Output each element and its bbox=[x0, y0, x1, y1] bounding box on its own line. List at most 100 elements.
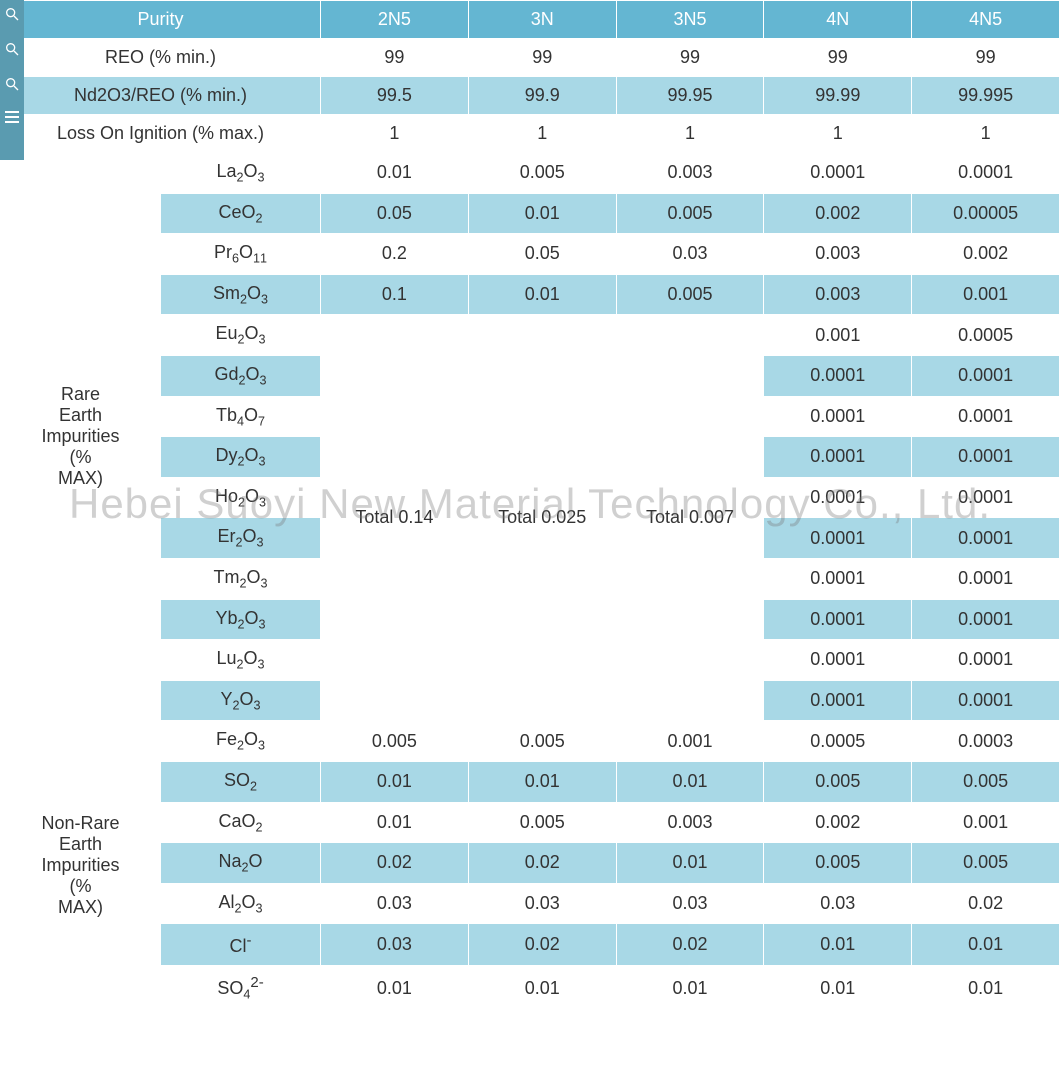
compound-label: Dy2O3 bbox=[161, 437, 321, 478]
cell: 0.0001 bbox=[764, 680, 912, 721]
cell: 0.0001 bbox=[912, 355, 1060, 396]
cell: 0.01 bbox=[321, 153, 469, 194]
cell: 0.01 bbox=[616, 761, 764, 802]
row-label: REO (% min.) bbox=[1, 39, 321, 77]
col-purity: Purity bbox=[1, 1, 321, 39]
cell: 0.002 bbox=[912, 234, 1060, 275]
table-row: Nd2O3/REO (% min.)99.599.999.9599.9999.9… bbox=[1, 77, 1060, 115]
search-icon[interactable] bbox=[4, 41, 20, 62]
cell: 1 bbox=[321, 115, 469, 153]
cell: 0.0001 bbox=[764, 518, 912, 559]
cell: 99 bbox=[912, 39, 1060, 77]
cell: 0.0001 bbox=[764, 558, 912, 599]
cell: 0.05 bbox=[321, 193, 469, 234]
table-row: Non-RareEarthImpurities(%MAX)Fe2O30.0050… bbox=[1, 721, 1060, 762]
cell: 0.01 bbox=[468, 193, 616, 234]
cell: 0.0001 bbox=[764, 355, 912, 396]
cell: 0.0001 bbox=[912, 437, 1060, 478]
cell: 99.5 bbox=[321, 77, 469, 115]
cell: 0.002 bbox=[764, 193, 912, 234]
cell: 99 bbox=[321, 39, 469, 77]
cell: 0.01 bbox=[468, 966, 616, 1011]
compound-label: CaO2 bbox=[161, 802, 321, 843]
search-icon[interactable] bbox=[4, 6, 20, 27]
search-icon[interactable] bbox=[4, 76, 20, 97]
compound-label: Fe2O3 bbox=[161, 721, 321, 762]
compound-label: Tb4O7 bbox=[161, 396, 321, 437]
left-toolbar bbox=[0, 0, 24, 160]
cell: 0.01 bbox=[321, 802, 469, 843]
row-label: Loss On Ignition (% max.) bbox=[1, 115, 321, 153]
cell: 0.005 bbox=[321, 721, 469, 762]
cell: 99 bbox=[468, 39, 616, 77]
cell: 0.03 bbox=[764, 883, 912, 924]
cell: 0.03 bbox=[468, 883, 616, 924]
compound-label: Lu2O3 bbox=[161, 640, 321, 681]
cell: 0.002 bbox=[764, 802, 912, 843]
spec-table: Purity2N53N3N54N4N5REO (% min.)999999999… bbox=[0, 0, 1060, 1011]
group-label-rare-earth: RareEarthImpurities(%MAX) bbox=[1, 153, 161, 721]
cell: 0.0001 bbox=[912, 680, 1060, 721]
cell: 0.03 bbox=[616, 883, 764, 924]
row-label: Nd2O3/REO (% min.) bbox=[1, 77, 321, 115]
compound-label: Y2O3 bbox=[161, 680, 321, 721]
cell: 0.03 bbox=[616, 234, 764, 275]
cell: 0.003 bbox=[764, 274, 912, 315]
cell: 99.9 bbox=[468, 77, 616, 115]
cell: 0.005 bbox=[616, 193, 764, 234]
cell: 0.01 bbox=[468, 274, 616, 315]
compound-label: Gd2O3 bbox=[161, 355, 321, 396]
cell: 0.005 bbox=[468, 153, 616, 194]
cell: 0.0005 bbox=[764, 721, 912, 762]
cell: 1 bbox=[764, 115, 912, 153]
cell: 1 bbox=[616, 115, 764, 153]
cell: 0.02 bbox=[321, 843, 469, 884]
cell: 0.0001 bbox=[912, 599, 1060, 640]
cell: 0.00005 bbox=[912, 193, 1060, 234]
compound-label: Yb2O3 bbox=[161, 599, 321, 640]
total-cell: Total 0.025 bbox=[468, 315, 616, 721]
compound-label: SO42- bbox=[161, 966, 321, 1011]
cell: 0.003 bbox=[764, 234, 912, 275]
cell: 0.01 bbox=[764, 966, 912, 1011]
compound-label: Pr6O11 bbox=[161, 234, 321, 275]
compound-label: Sm2O3 bbox=[161, 274, 321, 315]
cell: 0.0001 bbox=[764, 437, 912, 478]
cell: 0.0003 bbox=[912, 721, 1060, 762]
compound-label: SO2 bbox=[161, 761, 321, 802]
cell: 0.02 bbox=[912, 883, 1060, 924]
total-cell: Total 0.14 bbox=[321, 315, 469, 721]
col-head: 3N bbox=[468, 1, 616, 39]
compound-label: Al2O3 bbox=[161, 883, 321, 924]
cell: 0.005 bbox=[764, 843, 912, 884]
cell: 0.1 bbox=[321, 274, 469, 315]
header-row: Purity2N53N3N54N4N5 bbox=[1, 1, 1060, 39]
cell: 1 bbox=[468, 115, 616, 153]
cell: 0.0001 bbox=[764, 153, 912, 194]
cell: 0.0001 bbox=[764, 396, 912, 437]
cell: 0.0001 bbox=[912, 518, 1060, 559]
col-head: 3N5 bbox=[616, 1, 764, 39]
cell: 99.95 bbox=[616, 77, 764, 115]
cell: 0.01 bbox=[468, 761, 616, 802]
col-head: 2N5 bbox=[321, 1, 469, 39]
cell: 0.005 bbox=[764, 761, 912, 802]
cell: 0.01 bbox=[912, 966, 1060, 1011]
total-cell: Total 0.007 bbox=[616, 315, 764, 721]
table-row: Loss On Ignition (% max.)11111 bbox=[1, 115, 1060, 153]
cell: 0.01 bbox=[321, 966, 469, 1011]
cell: 0.0001 bbox=[912, 640, 1060, 681]
compound-label: La2O3 bbox=[161, 153, 321, 194]
cell: 99.99 bbox=[764, 77, 912, 115]
cell: 0.02 bbox=[616, 924, 764, 966]
cell: 0.01 bbox=[616, 843, 764, 884]
menu-icon[interactable] bbox=[5, 111, 19, 123]
cell: 0.01 bbox=[616, 966, 764, 1011]
compound-label: Cl- bbox=[161, 924, 321, 966]
cell: 0.02 bbox=[468, 924, 616, 966]
compound-label: Eu2O3 bbox=[161, 315, 321, 356]
cell: 0.001 bbox=[764, 315, 912, 356]
cell: 0.003 bbox=[616, 153, 764, 194]
cell: 0.01 bbox=[912, 924, 1060, 966]
group-label-non-rare: Non-RareEarthImpurities(%MAX) bbox=[1, 721, 161, 1011]
